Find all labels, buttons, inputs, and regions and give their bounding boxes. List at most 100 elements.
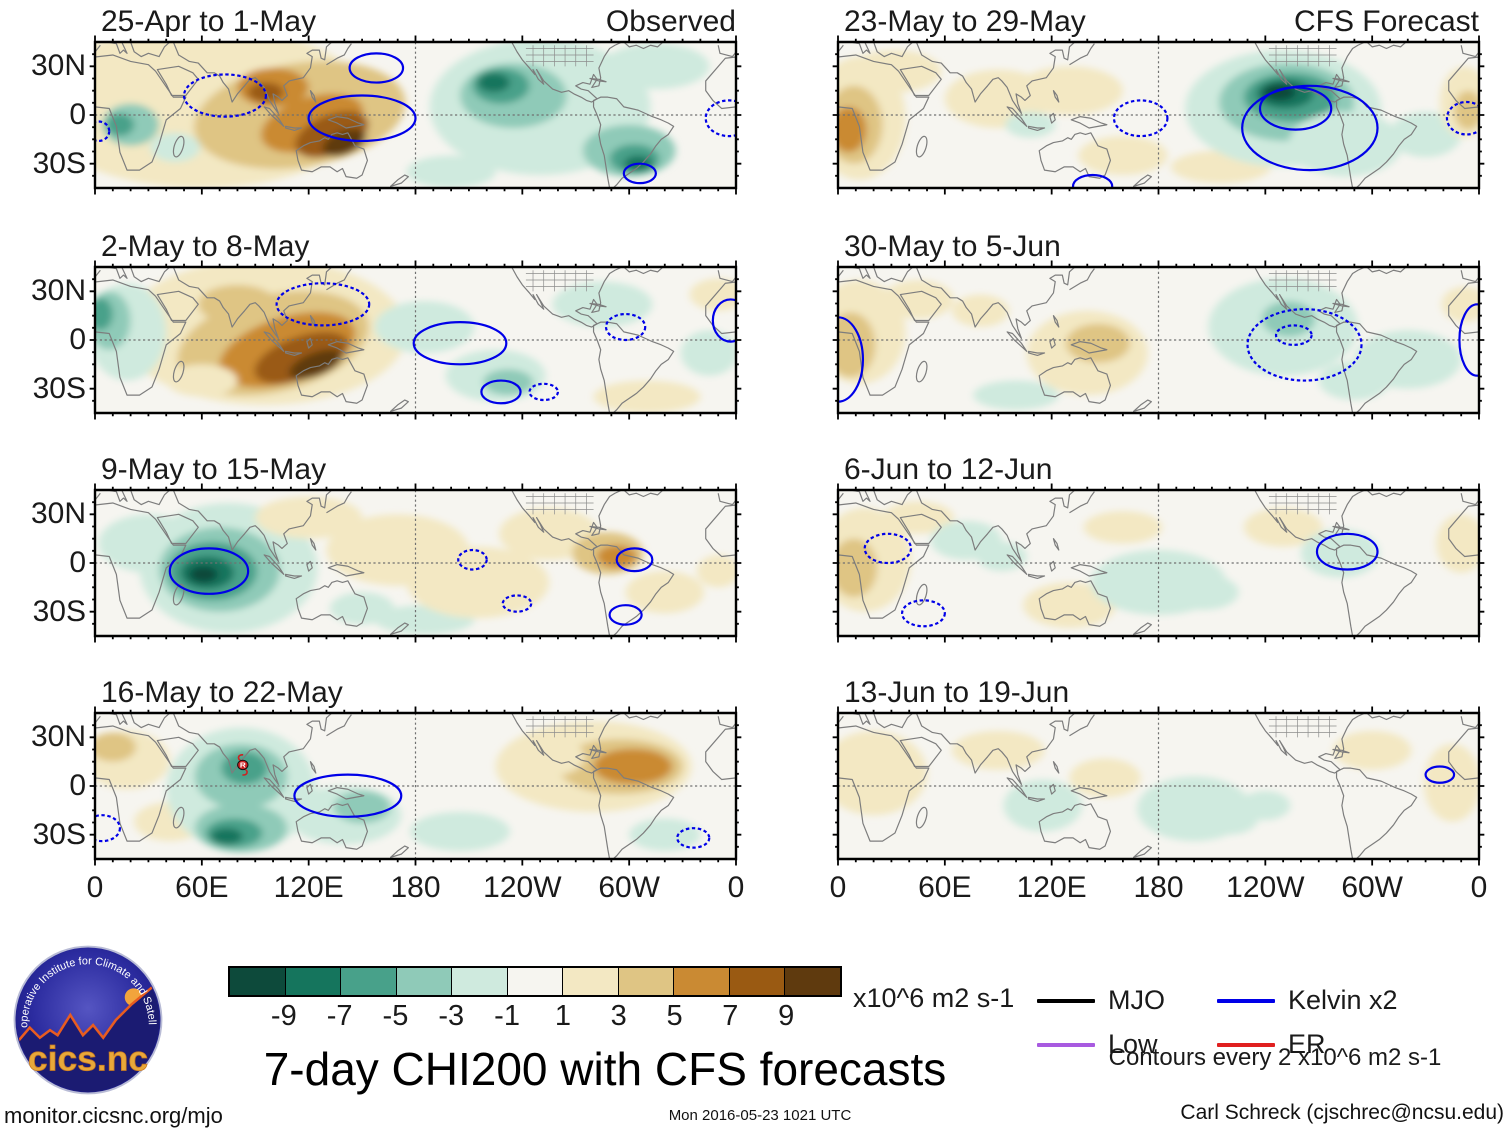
- coastline: [706, 713, 1315, 859]
- y-axis-label: 30N: [30, 49, 86, 83]
- legend-item-low: Low: [1037, 1029, 1158, 1060]
- colorbar-cell: [230, 968, 286, 995]
- kelvin-wave-contour: [1426, 767, 1454, 783]
- x-axis-label: 120W: [483, 871, 562, 904]
- anomaly-blob: [1318, 361, 1390, 401]
- coastline: [706, 267, 1315, 413]
- anomaly-blob: [1083, 511, 1163, 544]
- kelvin-wave-contour: [481, 381, 520, 404]
- kelvin-wave-contour: [1447, 102, 1486, 134]
- kelvin-wave-contour: [1248, 309, 1362, 380]
- legend-label-kelvin: Kelvin x2: [1288, 985, 1398, 1015]
- anomaly-blob: [1441, 286, 1479, 323]
- anomaly-blob: [1436, 514, 1479, 573]
- kelvin-wave-contour: [1260, 87, 1331, 129]
- map-panel-5: [838, 42, 1479, 188]
- anomaly-blob: [1016, 66, 1123, 115]
- colorbar-cell: [674, 968, 730, 995]
- legend-item-kelvin: Kelvin x2: [1217, 985, 1398, 1016]
- axis-ticks: [833, 261, 1485, 420]
- anomaly-blob: [107, 42, 208, 65]
- x-axis-label: 60E: [918, 871, 972, 904]
- colorbar-tick-label: -3: [438, 1000, 465, 1032]
- kelvin-wave-contour: [1317, 534, 1378, 570]
- colorbar-cell: [785, 968, 841, 995]
- y-axis-label: 0: [69, 769, 86, 802]
- kelvin-wave-contour: [606, 314, 645, 340]
- coastline: [65, 490, 674, 636]
- map-svg-4: R: [95, 713, 736, 859]
- anomaly-blob: [95, 297, 113, 331]
- x-axis-label: 0: [1470, 871, 1488, 904]
- y-axis-label: 30S: [32, 817, 86, 851]
- logo-ridge-line: [16, 978, 160, 1047]
- axis-ticks: [833, 707, 1485, 866]
- y-axis-label: 0: [69, 546, 86, 579]
- colorbar: [228, 966, 842, 997]
- kelvin-wave-contour: [309, 96, 416, 141]
- anomaly-blob: [629, 818, 701, 851]
- kelvin-wave-contour: [1114, 100, 1167, 136]
- anomaly-blob: [254, 331, 349, 384]
- coastline: [65, 267, 674, 413]
- anomaly-blob: [1243, 507, 1323, 547]
- coastline: [808, 713, 1417, 859]
- kelvin-wave-contour: [706, 100, 752, 136]
- contour-interval-note: Contours every 2 x10^6 m2 s-1: [1108, 1044, 1442, 1071]
- map-panel-6: [838, 267, 1479, 413]
- x-axis-label: 120E: [1016, 871, 1087, 904]
- anomaly-blob: [95, 732, 136, 762]
- logo-mountains-icon: [16, 979, 160, 1092]
- panel-title-7: 6-Jun to 12-Jun: [844, 453, 1053, 486]
- kelvin-wave-contour: [458, 550, 486, 569]
- anomaly-blob: [973, 380, 1059, 410]
- tropical-cyclone-icon: R: [238, 755, 248, 775]
- map-panel-1: [95, 42, 736, 188]
- legend-label-mjo: MJO: [1108, 985, 1165, 1015]
- anomaly-blob: [848, 50, 942, 93]
- anomaly-blob: [680, 330, 736, 376]
- map-svg-1: [95, 42, 736, 188]
- anomaly-blob: [1005, 111, 1056, 138]
- colorbar-tick-label: -7: [326, 1000, 353, 1032]
- coastline: [1449, 490, 1510, 636]
- axis-ticks: [90, 484, 742, 643]
- mjo-line-swatch: [1037, 998, 1095, 1003]
- anomaly-blob: [210, 828, 243, 845]
- colorbar-tick-label: -1: [494, 1000, 520, 1032]
- anomaly-blob: [552, 281, 653, 328]
- y-axis-label: 30S: [32, 146, 86, 180]
- observed-column-label: Observed: [605, 5, 736, 38]
- colorbar-cell: [285, 968, 342, 995]
- anomaly-shading: [95, 267, 736, 413]
- anomaly-blob: [1332, 730, 1412, 770]
- anomaly-blob: [410, 811, 510, 851]
- low-line-swatch: [1037, 1042, 1095, 1047]
- anomaly-blob: [1423, 743, 1479, 822]
- map-panel-4: R: [95, 713, 736, 859]
- x-axis-label: 60W: [1341, 871, 1403, 904]
- panel-title-8: 13-Jun to 19-Jun: [844, 676, 1070, 709]
- y-axis-label: 0: [69, 323, 86, 356]
- kelvin-wave-contour: [1459, 304, 1495, 375]
- coastline: [1449, 267, 1510, 413]
- panel-title-6: 30-May to 5-Jun: [844, 230, 1061, 263]
- kelvin-wave-contour: [1073, 175, 1112, 198]
- kelvin-wave-contour: [414, 322, 507, 364]
- anomaly-blob: [1389, 111, 1462, 158]
- cicsnc-logo: Cooperative Institute for Climate and Sa…: [13, 945, 163, 1095]
- axis-ticks: [90, 707, 742, 866]
- map-svg-6: [838, 267, 1479, 413]
- coastline: [1449, 42, 1510, 188]
- colorbar-tick-label: 5: [666, 1000, 683, 1032]
- anomaly-blob: [406, 546, 550, 619]
- anomaly-blob: [1167, 574, 1239, 611]
- anomaly-blob: [1069, 758, 1141, 798]
- anomaly-blob: [189, 566, 218, 583]
- colorbar-units-label: x10^6 m2 s-1: [853, 983, 1015, 1013]
- panel-title-1: 25-Apr to 1-May: [101, 5, 317, 38]
- footer-timestamp: Mon 2016-05-23 1021 UTC: [668, 1107, 852, 1124]
- map-svg-3: [95, 490, 736, 636]
- x-axis-label: 60W: [598, 871, 660, 904]
